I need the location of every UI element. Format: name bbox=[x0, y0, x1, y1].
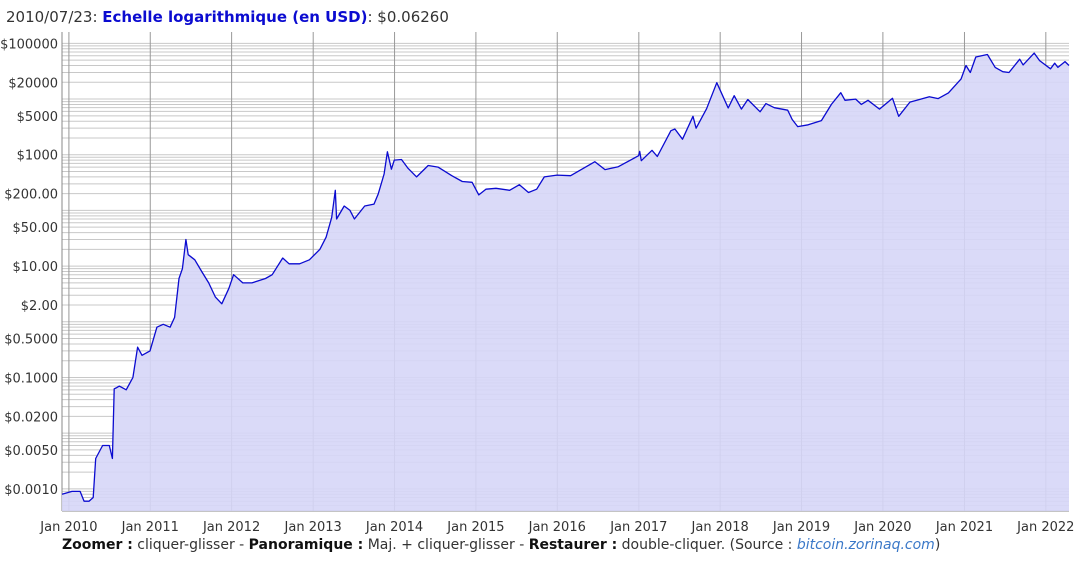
zoom-hint-label: Zoomer : bbox=[62, 537, 133, 553]
x-tick-label: Jan 2015 bbox=[446, 520, 504, 535]
x-tick-label: Jan 2014 bbox=[365, 520, 423, 535]
y-axis: $100000 $20000 $5000 $1000 $200.00 $50.00 $10.… bbox=[0, 37, 58, 497]
x-tick-label: Jan 2011 bbox=[121, 520, 179, 535]
x-tick-label: Jan 2018 bbox=[691, 520, 749, 535]
source-link[interactable]: bitcoin.zorinaq.com bbox=[796, 537, 935, 553]
footer-close-paren: ) bbox=[934, 537, 941, 553]
chart-legend: 2010/07/23: Echelle logarithmique (en US… bbox=[6, 8, 449, 26]
x-tick-label: Jan 2019 bbox=[772, 520, 830, 535]
x-tick-label: Jan 2012 bbox=[202, 520, 260, 535]
legend-value: $0.06260 bbox=[377, 8, 449, 26]
legend-separator-2: : bbox=[367, 8, 378, 26]
y-tick-label: $50.00 bbox=[13, 221, 59, 236]
zoom-hint-text: cliquer-glisser - bbox=[132, 537, 249, 553]
y-tick-label: $0.5000 bbox=[4, 333, 58, 348]
x-axis: Jan 2010 Jan 2011 Jan 2012 Jan 2013 Jan 2014… bbox=[39, 520, 1074, 535]
y-tick-label: $200.00 bbox=[4, 188, 58, 203]
x-tick-label: Jan 2020 bbox=[853, 520, 911, 535]
y-tick-label: $2.00 bbox=[21, 299, 58, 314]
x-tick-label: Jan 2022 bbox=[1016, 520, 1074, 535]
x-tick-label: Jan 2017 bbox=[609, 520, 667, 535]
legend-separator: : bbox=[92, 8, 103, 26]
y-tick-label: $5000 bbox=[17, 110, 58, 125]
pan-hint-label: Panoramique : bbox=[248, 537, 364, 553]
reset-hint-text: double-cliquer. (Source : bbox=[617, 537, 797, 553]
x-tick-label: Jan 2021 bbox=[935, 520, 993, 535]
series-line bbox=[61, 52, 1070, 502]
y-tick-label: $1000 bbox=[17, 149, 58, 164]
reset-hint-label: Restaurer : bbox=[528, 537, 618, 553]
y-tick-label: $10.00 bbox=[13, 260, 59, 275]
legend-date: 2010/07/23 bbox=[6, 8, 93, 26]
y-tick-label: $0.0200 bbox=[4, 410, 58, 425]
y-tick-label: $100000 bbox=[0, 37, 58, 52]
help-footer: Zoomer : cliquer-glisser - Panoramique :… bbox=[62, 537, 940, 553]
y-tick-label: $0.0050 bbox=[4, 444, 58, 459]
legend-series-label: Echelle logarithmique (en USD) bbox=[102, 8, 368, 26]
x-tick-label: Jan 2010 bbox=[39, 520, 97, 535]
y-tick-label: $20000 bbox=[8, 76, 58, 91]
x-tick-label: Jan 2016 bbox=[528, 520, 586, 535]
chart-area bbox=[61, 52, 1070, 511]
x-tick-label: Jan 2013 bbox=[284, 520, 342, 535]
y-tick-label: $0.1000 bbox=[4, 371, 58, 386]
pan-hint-text: Maj. + cliquer-glisser - bbox=[363, 537, 529, 553]
series-area-fill bbox=[62, 53, 1069, 511]
y-tick-label: $0.0010 bbox=[4, 483, 58, 498]
